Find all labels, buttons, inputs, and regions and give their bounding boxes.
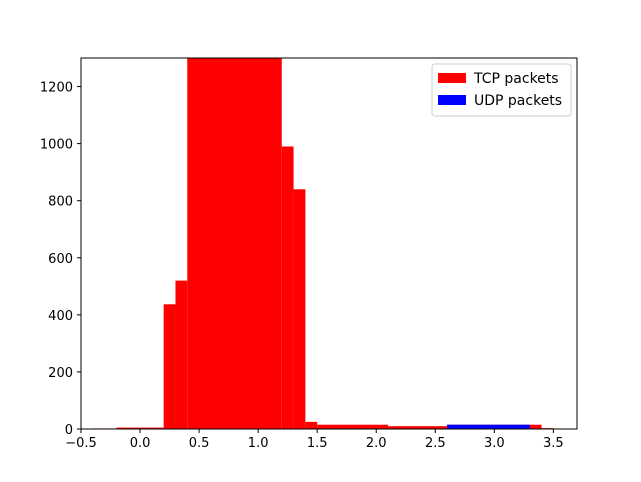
axes-frame	[80, 57, 578, 430]
x-axis: −0.5 0.0 0.5 1.0 1.5 2.0 2.5 3.0 3.5	[65, 429, 564, 451]
legend-label-udp: UDP packets	[474, 93, 562, 109]
bar-tcp-4	[175, 280, 188, 429]
y-tick-label: 0	[65, 423, 73, 438]
x-tick-label: 1.0	[248, 436, 269, 451]
bar-udp-0	[447, 424, 530, 429]
legend-box	[431, 63, 572, 117]
y-axis: 0 200 400 600 800 1000 1200	[40, 81, 81, 438]
bars-group	[92, 58, 554, 429]
x-tick-label: 3.0	[484, 436, 505, 451]
y-tick-label: 1200	[40, 81, 73, 96]
legend-label-tcp: TCP packets	[473, 71, 559, 87]
y-tick-label: 800	[48, 195, 73, 210]
x-tick-label: 0.0	[130, 436, 151, 451]
y-tick-label: 600	[48, 252, 73, 267]
legend-swatch-udp	[438, 95, 466, 105]
bar-tcp-1	[116, 427, 141, 429]
y-tick-label: 200	[48, 366, 73, 381]
legend-swatch-tcp	[438, 73, 466, 83]
x-tick-label: 2.0	[366, 436, 387, 451]
x-tick-label: −0.5	[65, 436, 97, 451]
bar-tcp-6	[281, 146, 294, 429]
x-tick-label: 3.5	[543, 436, 564, 451]
x-tick-label: 2.5	[425, 436, 446, 451]
bar-tcp-10	[388, 426, 448, 429]
bar-tcp-9	[317, 424, 389, 429]
bar-tcp-8	[305, 421, 318, 429]
y-tick-label: 1000	[40, 138, 73, 153]
y-tick-label: 400	[48, 309, 73, 324]
bar-tcp-3	[163, 304, 176, 429]
legend: TCP packets UDP packets	[431, 63, 572, 117]
bar-tcp-7	[293, 189, 306, 429]
x-tick-label: 1.5	[307, 436, 328, 451]
bar-tcp-5	[187, 58, 282, 429]
bar-tcp-2	[140, 427, 164, 429]
x-tick-label: 0.5	[189, 436, 210, 451]
